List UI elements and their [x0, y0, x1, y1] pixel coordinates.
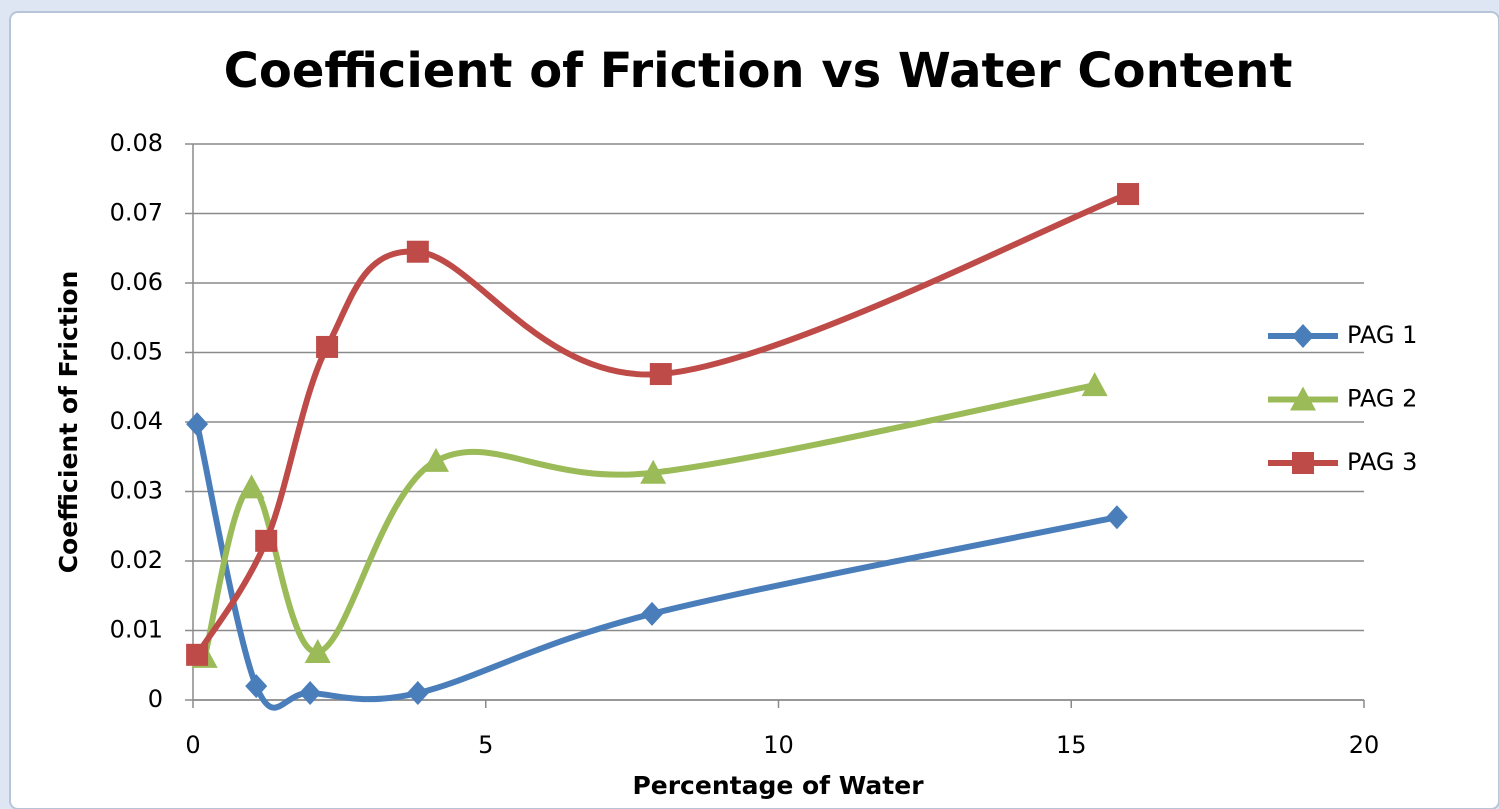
chart-area [9, 11, 1499, 809]
y-tick-label: 0 [148, 685, 163, 713]
legend-marker [1292, 452, 1314, 474]
marker [649, 363, 672, 386]
marker [641, 601, 664, 626]
marker [255, 529, 278, 552]
x-tick-label: 20 [1349, 731, 1380, 759]
y-tick-label: 0.04 [110, 407, 163, 435]
marker [304, 639, 331, 664]
x-axis-label: Percentage of Water [632, 771, 924, 800]
marker [1117, 183, 1140, 206]
y-tick-label: 0.03 [110, 477, 163, 505]
marker [1105, 505, 1128, 530]
marker [1081, 372, 1108, 397]
y-tick-label: 0.01 [110, 616, 163, 644]
marker [406, 681, 429, 706]
marker [245, 674, 268, 699]
x-tick-label: 15 [1056, 731, 1087, 759]
y-tick-label: 0.02 [110, 546, 163, 574]
legend-marker [1290, 386, 1316, 411]
marker [640, 459, 667, 484]
marker [422, 447, 449, 472]
marker [186, 643, 209, 666]
marker [406, 240, 429, 263]
chart-title: Coefficient of Friction vs Water Content [224, 43, 1293, 99]
marker [186, 412, 209, 437]
legend-label: PAG 1 [1347, 321, 1417, 349]
x-tick-label: 5 [478, 731, 493, 759]
y-axis-label: Coefficient of Friction [54, 271, 83, 574]
y-tick-label: 0.07 [110, 199, 163, 227]
legend-label: PAG 3 [1347, 448, 1417, 476]
legend-marker [1292, 324, 1314, 348]
y-tick-label: 0.05 [110, 338, 163, 366]
x-tick-label: 10 [763, 731, 794, 759]
y-tick-label: 0.08 [110, 129, 163, 157]
marker [316, 335, 339, 358]
y-tick-label: 0.06 [110, 268, 163, 296]
marker [238, 474, 265, 499]
legend-label: PAG 2 [1347, 385, 1417, 413]
marker [299, 681, 322, 706]
x-tick-label: 0 [185, 731, 200, 759]
